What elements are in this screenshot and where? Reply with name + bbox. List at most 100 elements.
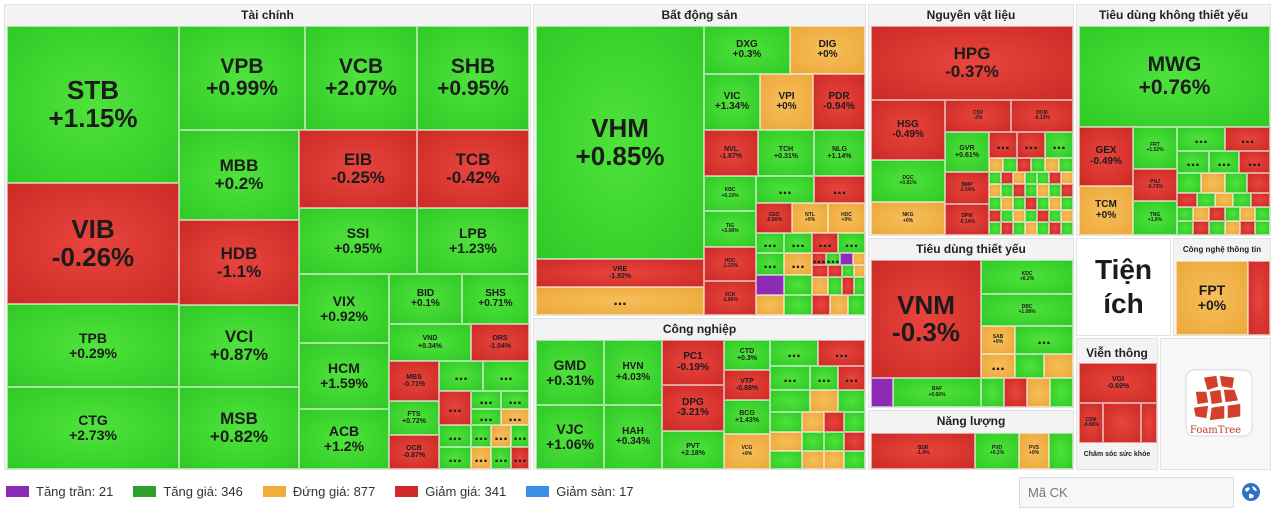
tile-more[interactable]	[1255, 221, 1270, 235]
tile-vjc[interactable]: VJC +1.06%	[536, 405, 604, 469]
globe-icon[interactable]	[1241, 482, 1261, 502]
tile-more[interactable]	[1049, 210, 1061, 222]
tile-more[interactable]: ...	[1225, 127, 1270, 151]
tile-shs[interactable]: SHS +0.71%	[462, 274, 529, 324]
tile-more[interactable]: ...	[814, 176, 865, 203]
tile-more[interactable]	[1247, 173, 1270, 193]
tile-vpi[interactable]: VPI +0%	[760, 74, 813, 130]
tile-shb[interactable]: SHB +0.95%	[417, 26, 529, 130]
tile-more[interactable]	[1201, 173, 1225, 193]
tile-more[interactable]: ...	[784, 253, 812, 275]
tile-vpb[interactable]: VPB +0.99%	[179, 26, 305, 130]
tile-more[interactable]	[1197, 193, 1215, 207]
tile-more[interactable]	[1061, 197, 1073, 210]
tile-pdr[interactable]: PDR -0.94%	[813, 74, 865, 130]
tile-more[interactable]	[1251, 193, 1270, 207]
tile-more[interactable]	[824, 451, 844, 469]
tile-more[interactable]	[828, 265, 842, 277]
tile-more[interactable]	[1037, 222, 1049, 235]
tile-pc1[interactable]: PC1 -0.19%	[662, 340, 724, 385]
tile-more[interactable]	[1061, 222, 1073, 235]
tile-more[interactable]	[989, 197, 1001, 210]
tile-more[interactable]	[770, 432, 802, 451]
tile-more[interactable]: ...	[471, 425, 491, 447]
tile-more[interactable]	[853, 253, 865, 265]
tile-more[interactable]: ...	[818, 340, 865, 366]
tile-more[interactable]	[784, 275, 812, 295]
tile-more[interactable]	[1003, 158, 1017, 172]
tile-more[interactable]	[756, 295, 784, 315]
tile-vcr[interactable]: VCR -1.86%	[704, 281, 756, 315]
tile-more[interactable]	[1001, 172, 1013, 184]
tile-more[interactable]: ...	[471, 391, 501, 409]
tile-mbs[interactable]: MBS -0.71%	[389, 361, 439, 401]
tile-more[interactable]	[770, 412, 802, 432]
tile-more[interactable]: ...	[536, 287, 704, 315]
tile-pnj[interactable]: PNJ -0.73%	[1133, 169, 1177, 201]
tile-more[interactable]	[844, 432, 865, 451]
tile-more[interactable]: ...	[1209, 151, 1239, 173]
tile-vgi[interactable]: VGI -0.69%	[1079, 363, 1157, 403]
tile-more[interactable]	[1049, 184, 1061, 197]
tile-more[interactable]	[1025, 184, 1037, 197]
tile-more[interactable]	[1255, 207, 1270, 221]
tile-more[interactable]	[844, 451, 865, 469]
tile-hdc[interactable]: HDC +0%	[828, 203, 865, 233]
tile-vre[interactable]: VRE -1.92%	[536, 259, 704, 287]
tile-dgc[interactable]: DGC +0.81%	[871, 160, 945, 202]
tile-more[interactable]	[842, 277, 854, 295]
tile-more[interactable]: ...	[989, 132, 1017, 158]
tile-more[interactable]: ...	[439, 447, 471, 469]
tile-more[interactable]	[1061, 172, 1073, 184]
tile-ntl[interactable]: NTL +0%	[792, 203, 828, 233]
tile-hvn[interactable]: HVN +4.03%	[604, 340, 662, 405]
tile-more[interactable]	[1233, 193, 1251, 207]
tile-more[interactable]	[810, 390, 838, 412]
tile-more[interactable]	[989, 158, 1003, 172]
tile-more[interactable]	[1248, 261, 1270, 335]
tile-eib[interactable]: EIB -0.25%	[299, 130, 417, 208]
tile-kbc[interactable]: KBC +0.19%	[704, 176, 756, 211]
tile-more[interactable]: ...	[1177, 151, 1209, 173]
tile-more[interactable]: ...	[1177, 127, 1225, 151]
tile-more[interactable]	[1061, 210, 1073, 222]
tile-more[interactable]: ...	[471, 447, 491, 469]
tile-hdb[interactable]: HDB -1.1%	[179, 220, 299, 305]
tile-vtp[interactable]: VTP -0.88%	[724, 370, 770, 400]
tile-more[interactable]	[981, 378, 1004, 407]
tile-more[interactable]: ...	[439, 425, 471, 447]
tile-more[interactable]: ...	[756, 253, 784, 275]
tile-tig[interactable]: TIG +3.08%	[704, 211, 756, 247]
tile-more[interactable]	[1025, 197, 1037, 210]
tile-more[interactable]	[756, 275, 784, 295]
tile-ssi[interactable]: SSI +0.95%	[299, 208, 417, 274]
tile-more[interactable]	[854, 265, 865, 277]
tile-more[interactable]	[1050, 378, 1073, 407]
tile-more[interactable]	[871, 378, 893, 407]
tile-more[interactable]	[1049, 172, 1061, 184]
tile-bid[interactable]: BID +0.1%	[389, 274, 462, 324]
tile-pvs[interactable]: PVS +0%	[1019, 433, 1049, 469]
tile-more[interactable]	[1209, 207, 1225, 221]
tile-more[interactable]: ...	[838, 233, 865, 253]
tile-hdc[interactable]: HDC -1.33%	[704, 247, 756, 281]
tile-sab[interactable]: SAB +0%	[981, 326, 1015, 354]
tile-hcm[interactable]: HCM +1.59%	[299, 343, 389, 409]
tile-tcb[interactable]: TCB -0.42%	[417, 130, 529, 208]
tile-more[interactable]	[1177, 221, 1193, 235]
tile-acb[interactable]: ACB +1.2%	[299, 409, 389, 469]
tile-more[interactable]	[1001, 222, 1013, 235]
tile-more[interactable]	[1193, 221, 1209, 235]
tile-more[interactable]	[1017, 158, 1031, 172]
tile-bcg[interactable]: BCG +1.43%	[724, 400, 770, 434]
tile-hah[interactable]: HAH +0.34%	[604, 405, 662, 469]
tile-more[interactable]	[1025, 222, 1037, 235]
tile-more[interactable]	[1225, 207, 1240, 221]
tile-bsr[interactable]: BSR -1.4%	[871, 433, 975, 469]
tile-more[interactable]	[812, 295, 830, 315]
tile-ocb[interactable]: OCB -0.87%	[389, 435, 439, 469]
tile-more[interactable]: ...	[1239, 151, 1270, 173]
tile-mwg[interactable]: MWG +0.76%	[1079, 26, 1270, 127]
tile-more[interactable]	[1049, 222, 1061, 235]
tile-hpg[interactable]: HPG -0.37%	[871, 26, 1073, 100]
